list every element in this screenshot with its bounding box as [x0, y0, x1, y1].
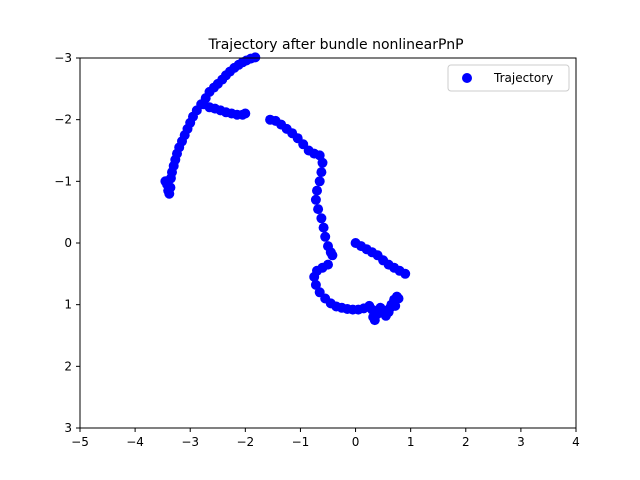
x-tick-label: −3 — [181, 435, 199, 449]
legend: Trajectory — [447, 64, 570, 92]
y-tick-label: −2 — [54, 113, 72, 127]
y-tick-label: 3 — [64, 421, 72, 435]
y-tick-label: 2 — [64, 359, 72, 373]
x-tick-label: 2 — [462, 435, 470, 449]
x-tick-label: −1 — [292, 435, 310, 449]
data-point — [314, 176, 325, 187]
data-point — [309, 271, 320, 282]
x-tick-label: −4 — [126, 435, 144, 449]
x-tick-label: 3 — [517, 435, 525, 449]
x-tick-label: −5 — [71, 435, 89, 449]
data-point — [400, 268, 411, 279]
y-axis: −3 −2 −1 0 1 2 3 — [54, 51, 80, 435]
chart-title: Trajectory after bundle nonlinearPnP — [207, 37, 463, 53]
data-points — [160, 52, 411, 326]
data-point — [320, 231, 331, 242]
legend-label: Trajectory — [493, 71, 553, 85]
legend-marker-icon — [462, 73, 472, 83]
data-point — [316, 167, 327, 178]
data-point — [310, 194, 321, 205]
data-point — [165, 182, 176, 193]
data-point — [327, 250, 338, 261]
y-tick-label: −3 — [54, 51, 72, 65]
data-point — [384, 303, 395, 314]
data-point — [313, 204, 324, 215]
y-tick-label: −1 — [54, 174, 72, 188]
x-tick-label: 4 — [572, 435, 580, 449]
x-axis: −5 −4 −3 −2 −1 0 1 2 3 4 — [71, 428, 580, 449]
x-tick-label: −2 — [236, 435, 254, 449]
y-tick-label: 0 — [64, 236, 72, 250]
data-point — [240, 108, 251, 119]
x-tick-label: 1 — [407, 435, 415, 449]
data-point — [316, 213, 327, 224]
y-tick-label: 1 — [64, 298, 72, 312]
data-point — [312, 185, 322, 196]
legend-box — [447, 64, 570, 92]
x-tick-label: 0 — [352, 435, 360, 449]
data-point — [250, 52, 261, 63]
data-point — [317, 157, 328, 168]
data-point — [318, 222, 329, 233]
data-point — [310, 279, 321, 290]
